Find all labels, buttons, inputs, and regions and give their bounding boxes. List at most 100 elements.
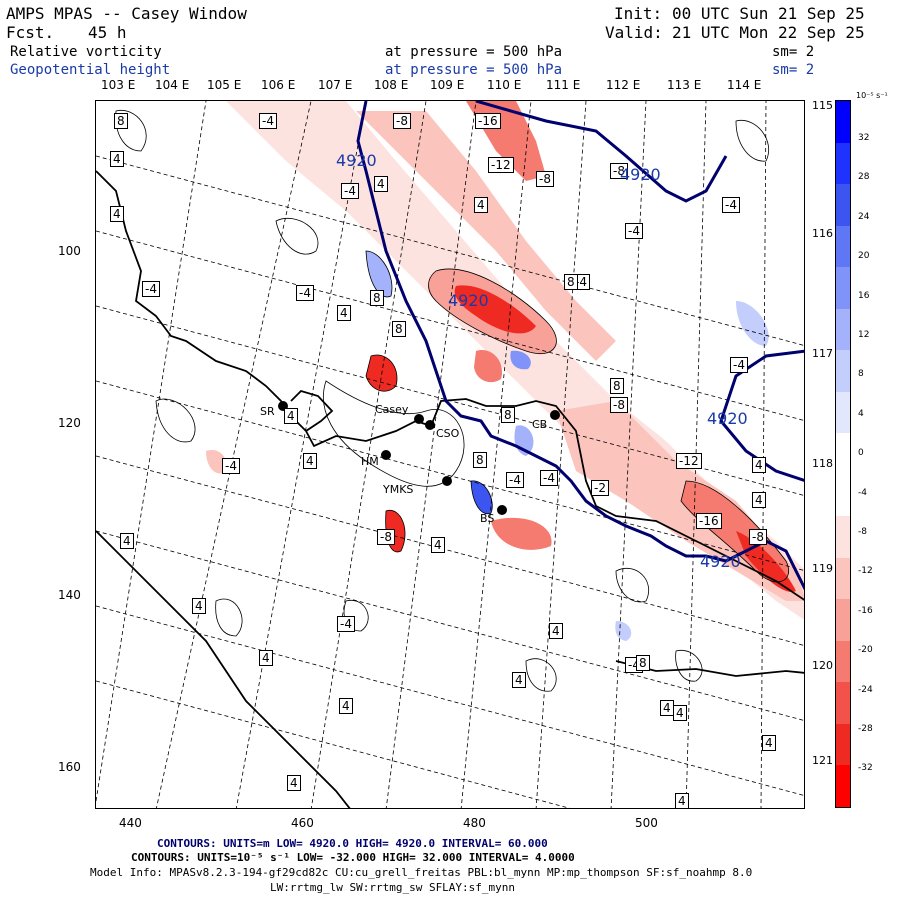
station-dot-casey — [414, 414, 424, 424]
neg-vort-south2 — [491, 517, 552, 550]
contour-value-label: 4 — [431, 537, 445, 553]
x-tick-label: 500 — [635, 816, 658, 830]
colorbar-tick-label: 24 — [858, 211, 870, 222]
latlon-grid — [96, 101, 804, 808]
contour-value-label: -4 — [341, 183, 359, 199]
contour-value-label: 4 — [660, 700, 674, 716]
lon-label: 113 E — [667, 78, 702, 92]
contour-value-label: 4 — [675, 793, 689, 808]
pos-vort-core-c — [510, 350, 531, 370]
contour-value-label: 4 — [512, 672, 526, 688]
colorbar-tick-label: 8 — [858, 369, 864, 380]
colorbar-tick-label: -4 — [858, 487, 867, 498]
contour-value-label: -12 — [676, 453, 702, 469]
contour-value-label: 8 — [473, 452, 487, 468]
colorbar-segment — [836, 308, 850, 351]
contour-value-label: 4 — [762, 735, 776, 751]
lon-label: 111 E — [546, 78, 581, 92]
pos-vort-small-f — [615, 621, 632, 641]
contour-value-label: -4 — [506, 472, 524, 488]
height-contours — [356, 101, 804, 591]
colorbar-tick-label: 0 — [858, 448, 864, 459]
colorbar-tick-label: -28 — [858, 724, 873, 734]
forecast-label: Fcst. — [6, 23, 55, 42]
contour-value-label: -8 — [610, 163, 628, 179]
model-info-2: LW:rrtmg_lw SW:rrtmg_sw SFLAY:sf_mynn — [270, 881, 516, 894]
init-label: Init: — [614, 4, 663, 23]
contour-value-label: 8 — [114, 113, 128, 129]
colorbar-segment — [836, 391, 850, 434]
colorbar-segment — [836, 640, 850, 683]
colorbar-segment — [836, 723, 850, 766]
colorbar-segment — [836, 184, 850, 227]
x-tick-label: 460 — [291, 816, 314, 830]
contour-value-label: 4 — [337, 305, 351, 321]
colorbar-tick-label: 32 — [858, 133, 870, 143]
valid-label: Valid: — [605, 23, 663, 42]
height-value-label: 4920 — [700, 552, 741, 571]
contour-value-label: 8 — [370, 290, 384, 306]
contour-value-label: -4 — [142, 281, 160, 297]
contour-value-label: -4 — [259, 113, 277, 129]
station-label-cb: CB — [532, 418, 548, 431]
contour-value-label: 4 — [110, 151, 124, 167]
lon-label: 104 E — [155, 78, 190, 92]
contour-value-label: 4 — [339, 698, 353, 714]
contour-value-label: 4 — [110, 206, 124, 222]
contour-value-label: 4 — [259, 650, 273, 666]
station-dot-cb — [550, 410, 560, 420]
colorbar-segment — [836, 267, 850, 310]
colorbar-tick-label: 20 — [858, 251, 870, 262]
colorbar-unit: 10⁻⁵ s⁻¹ — [856, 91, 888, 100]
colorbar-tick-label: -20 — [858, 645, 873, 656]
contour-value-label: 4 — [474, 197, 488, 213]
station-label-hm: HM — [361, 455, 379, 468]
colorbar-tick-label: -12 — [858, 566, 873, 577]
colorbar — [835, 100, 851, 808]
valid-time: 21 UTC Mon 22 Sep 25 — [672, 23, 865, 42]
contour-value-label: 4 — [549, 623, 563, 639]
field-2-name: Geopotential height — [10, 62, 171, 78]
station-label-ymks: YMKS — [383, 483, 414, 496]
height-value-label: 4920 — [448, 291, 489, 310]
station-dot-hm — [381, 450, 391, 460]
contour-value-label: -8 — [536, 171, 554, 187]
colorbar-segment — [836, 474, 850, 517]
colorbar-segment — [836, 350, 850, 393]
station-label-bs: BS — [480, 512, 495, 525]
contour-value-label: -4 — [337, 616, 355, 632]
height-value-label: 4920 — [620, 165, 661, 184]
field-1-name: Relative vorticity — [10, 44, 162, 60]
neg-vort-core-c — [474, 350, 502, 383]
colorbar-segment — [836, 516, 850, 559]
contour-value-label: -16 — [475, 113, 501, 129]
colorbar-tick-label: -32 — [858, 763, 873, 774]
contour-value-label: 4 — [752, 457, 766, 473]
vorticity-fills — [206, 101, 804, 641]
pos-vort-core-b — [471, 480, 493, 514]
contour-value-label: -8 — [610, 397, 628, 413]
field-2-smoothing: sm= 2 — [772, 62, 815, 78]
lon-label: 112 E — [606, 78, 641, 92]
colorbar-tick-label: 12 — [858, 330, 870, 340]
station-label-cso: CSO — [436, 427, 460, 440]
station-dot-ymks — [442, 476, 452, 486]
contour-value-label: -4 — [296, 285, 314, 301]
neg-vort-se-core2 — [736, 531, 796, 592]
lon-label: 107 E — [318, 78, 353, 92]
colorbar-tick-label: -16 — [858, 605, 873, 616]
neg-vort-core-a2 — [454, 285, 536, 334]
station-label-casey: Casey — [375, 403, 409, 416]
lon-label: 109 E — [430, 78, 465, 92]
contour-value-label: 4 — [192, 598, 206, 614]
contour-value-label: 8 — [392, 321, 406, 337]
height-value-label: 4920 — [707, 409, 748, 428]
station-dot-cso — [425, 420, 435, 430]
colorbar-tick-label: -8 — [858, 527, 867, 537]
colorbar-segment — [836, 433, 850, 476]
contour-value-label: -4 — [222, 458, 240, 474]
station-markers — [278, 401, 560, 515]
forecast-hours: 45 h — [88, 23, 127, 42]
contour-value-label: 8 — [564, 274, 578, 290]
map-panel: -4 -8 -16 8 -12 -8 4 -8 4 -4 4 4 -4 -4 -4 -4 -4 8 8 4 -4 8 8 4 8… — [95, 100, 805, 809]
